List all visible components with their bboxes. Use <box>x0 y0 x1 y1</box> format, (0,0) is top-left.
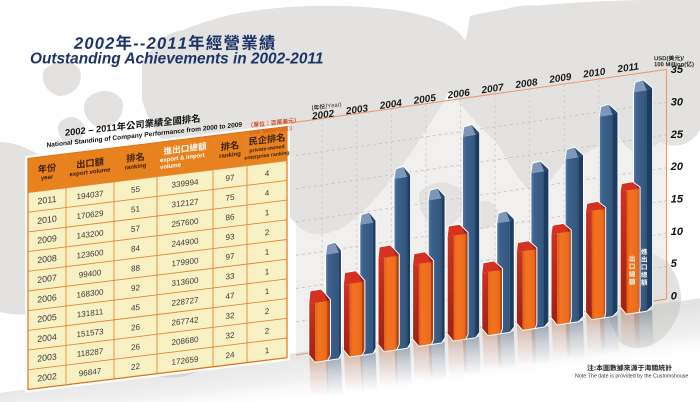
svg-text:4: 4 <box>265 169 270 179</box>
svg-text:257600: 257600 <box>171 217 198 229</box>
svg-text:75: 75 <box>225 193 234 203</box>
svg-text:20: 20 <box>670 161 684 173</box>
svg-text:35: 35 <box>671 64 684 76</box>
svg-text:Note:The date is provided by t: Note:The date is provided by the Customs… <box>575 373 688 379</box>
svg-text:10: 10 <box>671 226 684 238</box>
svg-text:24: 24 <box>225 350 234 360</box>
svg-text:2003: 2003 <box>37 351 57 363</box>
svg-text:96847: 96847 <box>79 367 102 379</box>
svg-text:208680: 208680 <box>171 335 198 347</box>
svg-text:118287: 118287 <box>77 347 104 359</box>
svg-text:year: year <box>41 174 54 182</box>
svg-text:export & import: export & import <box>160 153 205 164</box>
svg-text:47: 47 <box>225 291 234 301</box>
svg-text:2007: 2007 <box>480 82 505 96</box>
svg-text:(unit: Million USD): (unit: Million USD) <box>249 126 293 137</box>
svg-text:2011: 2011 <box>38 194 57 206</box>
svg-text:export volume: export volume <box>70 167 112 178</box>
svg-text:2002: 2002 <box>37 371 57 383</box>
svg-text:97: 97 <box>225 173 234 183</box>
svg-text:30: 30 <box>671 97 684 109</box>
svg-text:2008: 2008 <box>514 77 539 91</box>
svg-text:2010: 2010 <box>37 214 57 226</box>
svg-text:1: 1 <box>265 346 270 356</box>
svg-text:32: 32 <box>225 331 234 341</box>
svg-text:2004: 2004 <box>378 98 403 112</box>
svg-text:2006: 2006 <box>446 87 471 101</box>
svg-text:2: 2 <box>265 307 270 317</box>
svg-text:ranking: ranking <box>219 151 241 160</box>
svg-text:2011: 2011 <box>616 61 640 75</box>
svg-text:2008: 2008 <box>37 253 57 265</box>
svg-text:2: 2 <box>265 326 270 336</box>
svg-text:123600: 123600 <box>76 248 103 260</box>
svg-text:339994: 339994 <box>171 177 198 189</box>
svg-text:1: 1 <box>265 208 270 218</box>
svg-text:26: 26 <box>131 323 140 333</box>
svg-text:179900: 179900 <box>171 256 198 268</box>
svg-text:1: 1 <box>265 287 270 297</box>
svg-text:2010: 2010 <box>582 67 607 81</box>
svg-text:170629: 170629 <box>76 209 103 221</box>
svg-text:93: 93 <box>225 232 234 242</box>
svg-text:143200: 143200 <box>76 228 103 240</box>
svg-text:45: 45 <box>131 303 140 313</box>
svg-text:2006: 2006 <box>37 292 57 304</box>
svg-text:151573: 151573 <box>76 327 103 339</box>
svg-text:312127: 312127 <box>171 197 198 209</box>
svg-text:2005: 2005 <box>412 93 437 107</box>
svg-text:private-owned: private-owned <box>249 144 284 154</box>
svg-text:2007: 2007 <box>37 273 57 285</box>
svg-text:15: 15 <box>671 194 684 206</box>
svg-text:0: 0 <box>671 291 678 303</box>
svg-text:Outstanding Achievements in 20: Outstanding Achievements in 2002-2011 <box>30 51 323 68</box>
svg-text:84: 84 <box>131 244 140 254</box>
svg-text:enterprise ranking: enterprise ranking <box>244 150 289 162</box>
svg-text:2: 2 <box>265 228 270 238</box>
svg-text:172659: 172659 <box>171 355 198 367</box>
svg-text:194037: 194037 <box>76 189 103 201</box>
svg-text:ranking: ranking <box>125 163 147 172</box>
svg-text:4: 4 <box>265 188 270 198</box>
svg-text:25: 25 <box>670 129 684 141</box>
svg-text:92: 92 <box>131 283 140 293</box>
svg-text:97: 97 <box>225 252 234 262</box>
svg-text:131811: 131811 <box>77 307 104 319</box>
svg-text:1: 1 <box>265 267 270 277</box>
svg-text:2003: 2003 <box>344 103 369 117</box>
svg-text:2002: 2002 <box>310 108 335 122</box>
svg-text:1: 1 <box>265 247 270 257</box>
svg-text:5: 5 <box>671 258 678 270</box>
svg-text:244900: 244900 <box>171 236 198 248</box>
svg-text:26: 26 <box>131 342 140 352</box>
svg-text:51: 51 <box>131 204 140 214</box>
svg-text:33: 33 <box>225 271 234 281</box>
svg-text:228727: 228727 <box>171 296 198 308</box>
svg-text:2005: 2005 <box>37 312 57 324</box>
svg-text:267742: 267742 <box>171 315 198 327</box>
svg-text:2004: 2004 <box>37 332 57 344</box>
svg-text:57: 57 <box>131 224 140 234</box>
svg-text:88: 88 <box>131 263 140 273</box>
svg-text:2009: 2009 <box>548 72 573 86</box>
svg-text:2009: 2009 <box>37 233 57 245</box>
svg-text:86: 86 <box>225 212 234 222</box>
svg-text:168300: 168300 <box>76 287 103 299</box>
svg-text:55: 55 <box>131 185 140 195</box>
svg-text:volume: volume <box>160 162 182 171</box>
svg-text:22: 22 <box>131 362 140 372</box>
svg-text:313600: 313600 <box>171 276 198 288</box>
svg-text:32: 32 <box>225 311 234 321</box>
svg-text:99400: 99400 <box>79 268 102 280</box>
